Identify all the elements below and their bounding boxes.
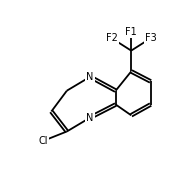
Text: N: N [87,72,94,82]
Text: F1: F1 [125,27,137,37]
Text: F2: F2 [106,33,118,43]
Text: N: N [87,113,94,123]
Text: F3: F3 [145,33,156,43]
Text: Cl: Cl [39,136,48,146]
